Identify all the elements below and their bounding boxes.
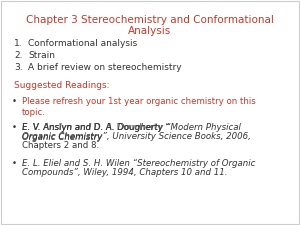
Text: E. V. Anslyn and D. A. Dougherty “: E. V. Anslyn and D. A. Dougherty “: [22, 123, 170, 132]
Text: 1.: 1.: [14, 39, 22, 48]
Text: Strain: Strain: [28, 51, 55, 60]
Text: 3.: 3.: [14, 63, 22, 72]
Text: Chapter 3 Stereochemistry and Conformational: Chapter 3 Stereochemistry and Conformati…: [26, 15, 274, 25]
Text: Conformational analysis: Conformational analysis: [28, 39, 137, 48]
Text: Organic Chemistry: Organic Chemistry: [22, 133, 102, 142]
Text: A brief review on stereochemistry: A brief review on stereochemistry: [28, 63, 182, 72]
Text: 2.: 2.: [14, 51, 22, 60]
Text: Organic Chemistry”, University Science Books, 2006,: Organic Chemistry”, University Science B…: [22, 132, 251, 141]
Text: E. V. Anslyn and D. A. Dougherty “Modern Physical: E. V. Anslyn and D. A. Dougherty “Modern…: [22, 123, 241, 132]
Text: Please refresh your 1st year organic chemistry on this
topic.: Please refresh your 1st year organic che…: [22, 97, 256, 117]
Text: E. L. Eliel and S. H. Wilen “Stereochemistry of Organic: E. L. Eliel and S. H. Wilen “Stereochemi…: [22, 159, 255, 168]
Text: Analysis: Analysis: [128, 26, 172, 36]
Text: Suggested Readings:: Suggested Readings:: [14, 81, 110, 90]
Text: Chapters 2 and 8.: Chapters 2 and 8.: [22, 141, 99, 150]
Text: •: •: [12, 97, 17, 106]
Text: Compounds”, Wiley, 1994, Chapters 10 and 11.: Compounds”, Wiley, 1994, Chapters 10 and…: [22, 168, 227, 177]
Text: •: •: [12, 123, 17, 132]
Text: •: •: [12, 159, 17, 168]
